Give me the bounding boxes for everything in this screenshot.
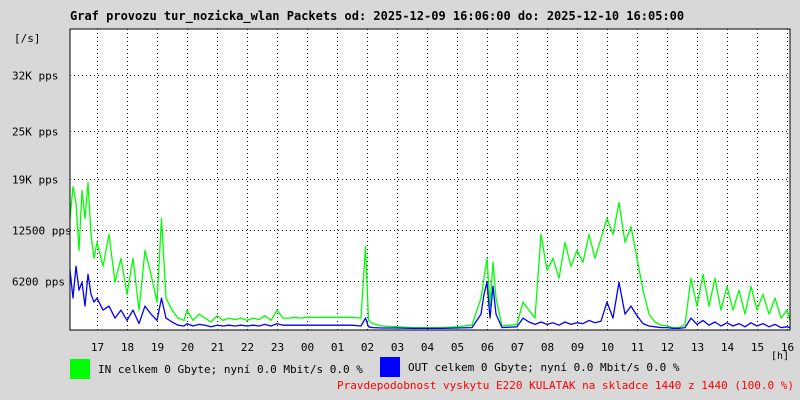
axis-labels: 6200 pps 12500 pps 19K pps 25K pps 32K pps 17… [12,32,794,362]
y-tick-label: 12500 pps [12,225,72,238]
x-tick-label: 23 [271,341,284,354]
x-tick-label: 14 [721,341,735,354]
series-in-line [69,182,791,329]
y-tick-label: 6200 pps [12,276,65,289]
y-tick-label: 19K pps [12,174,58,187]
x-tick-label: 06 [481,341,494,354]
x-tick-label: 09 [571,341,584,354]
legend-in: IN celkem 0 Gbyte; nyní 0.0 Mbit/s 0.0 % [70,359,363,379]
y-tick-label: 25K pps [12,126,58,139]
y-tick-label: 32K pps [12,70,58,83]
x-axis-label: [h] [771,351,789,362]
chart-title: Graf provozu tur_nozicka_wlan Packets od… [70,9,685,23]
x-tick-label: 19 [151,341,164,354]
x-tick-label: 08 [541,341,554,354]
legend-out: OUT celkem 0 Gbyte; nyní 0.0 Mbit/s 0.0 … [380,357,680,377]
x-tick-label: 03 [391,341,404,354]
x-tick-label: 17 [91,341,104,354]
x-tick-label: 01 [331,341,344,354]
legend-out-swatch [380,357,400,377]
x-tick-label: 20 [181,341,194,354]
x-tick-label: 11 [631,341,644,354]
x-tick-label: 04 [421,341,435,354]
x-tick-label: 12 [661,341,674,354]
x-tick-label: 15 [751,341,764,354]
series-out-line [69,265,791,330]
y-axis-label: [/s] [14,32,41,45]
legend-in-label: IN celkem 0 Gbyte; nyní 0.0 Mbit/s 0.0 % [98,362,363,376]
x-tick-label: 21 [211,341,224,354]
grid-lines [70,29,790,330]
probability-note: Pravdepodobnost vyskytu E220 KULATAK na … [337,379,794,392]
x-tick-label: 05 [451,341,464,354]
series-layer [69,182,791,330]
plot-frame [69,28,791,331]
legend-in-swatch [70,359,90,379]
x-tick-label: 13 [691,341,704,354]
x-tick-label: 00 [301,341,314,354]
x-tick-label: 22 [241,341,254,354]
x-tick-label: 02 [361,341,374,354]
x-tick-label: 16 [781,341,794,354]
x-tick-label: 10 [601,341,614,354]
x-tick-label: 07 [511,341,524,354]
legend-out-label: OUT celkem 0 Gbyte; nyní 0.0 Mbit/s 0.0 … [408,360,680,374]
x-tick-label: 18 [121,341,134,354]
